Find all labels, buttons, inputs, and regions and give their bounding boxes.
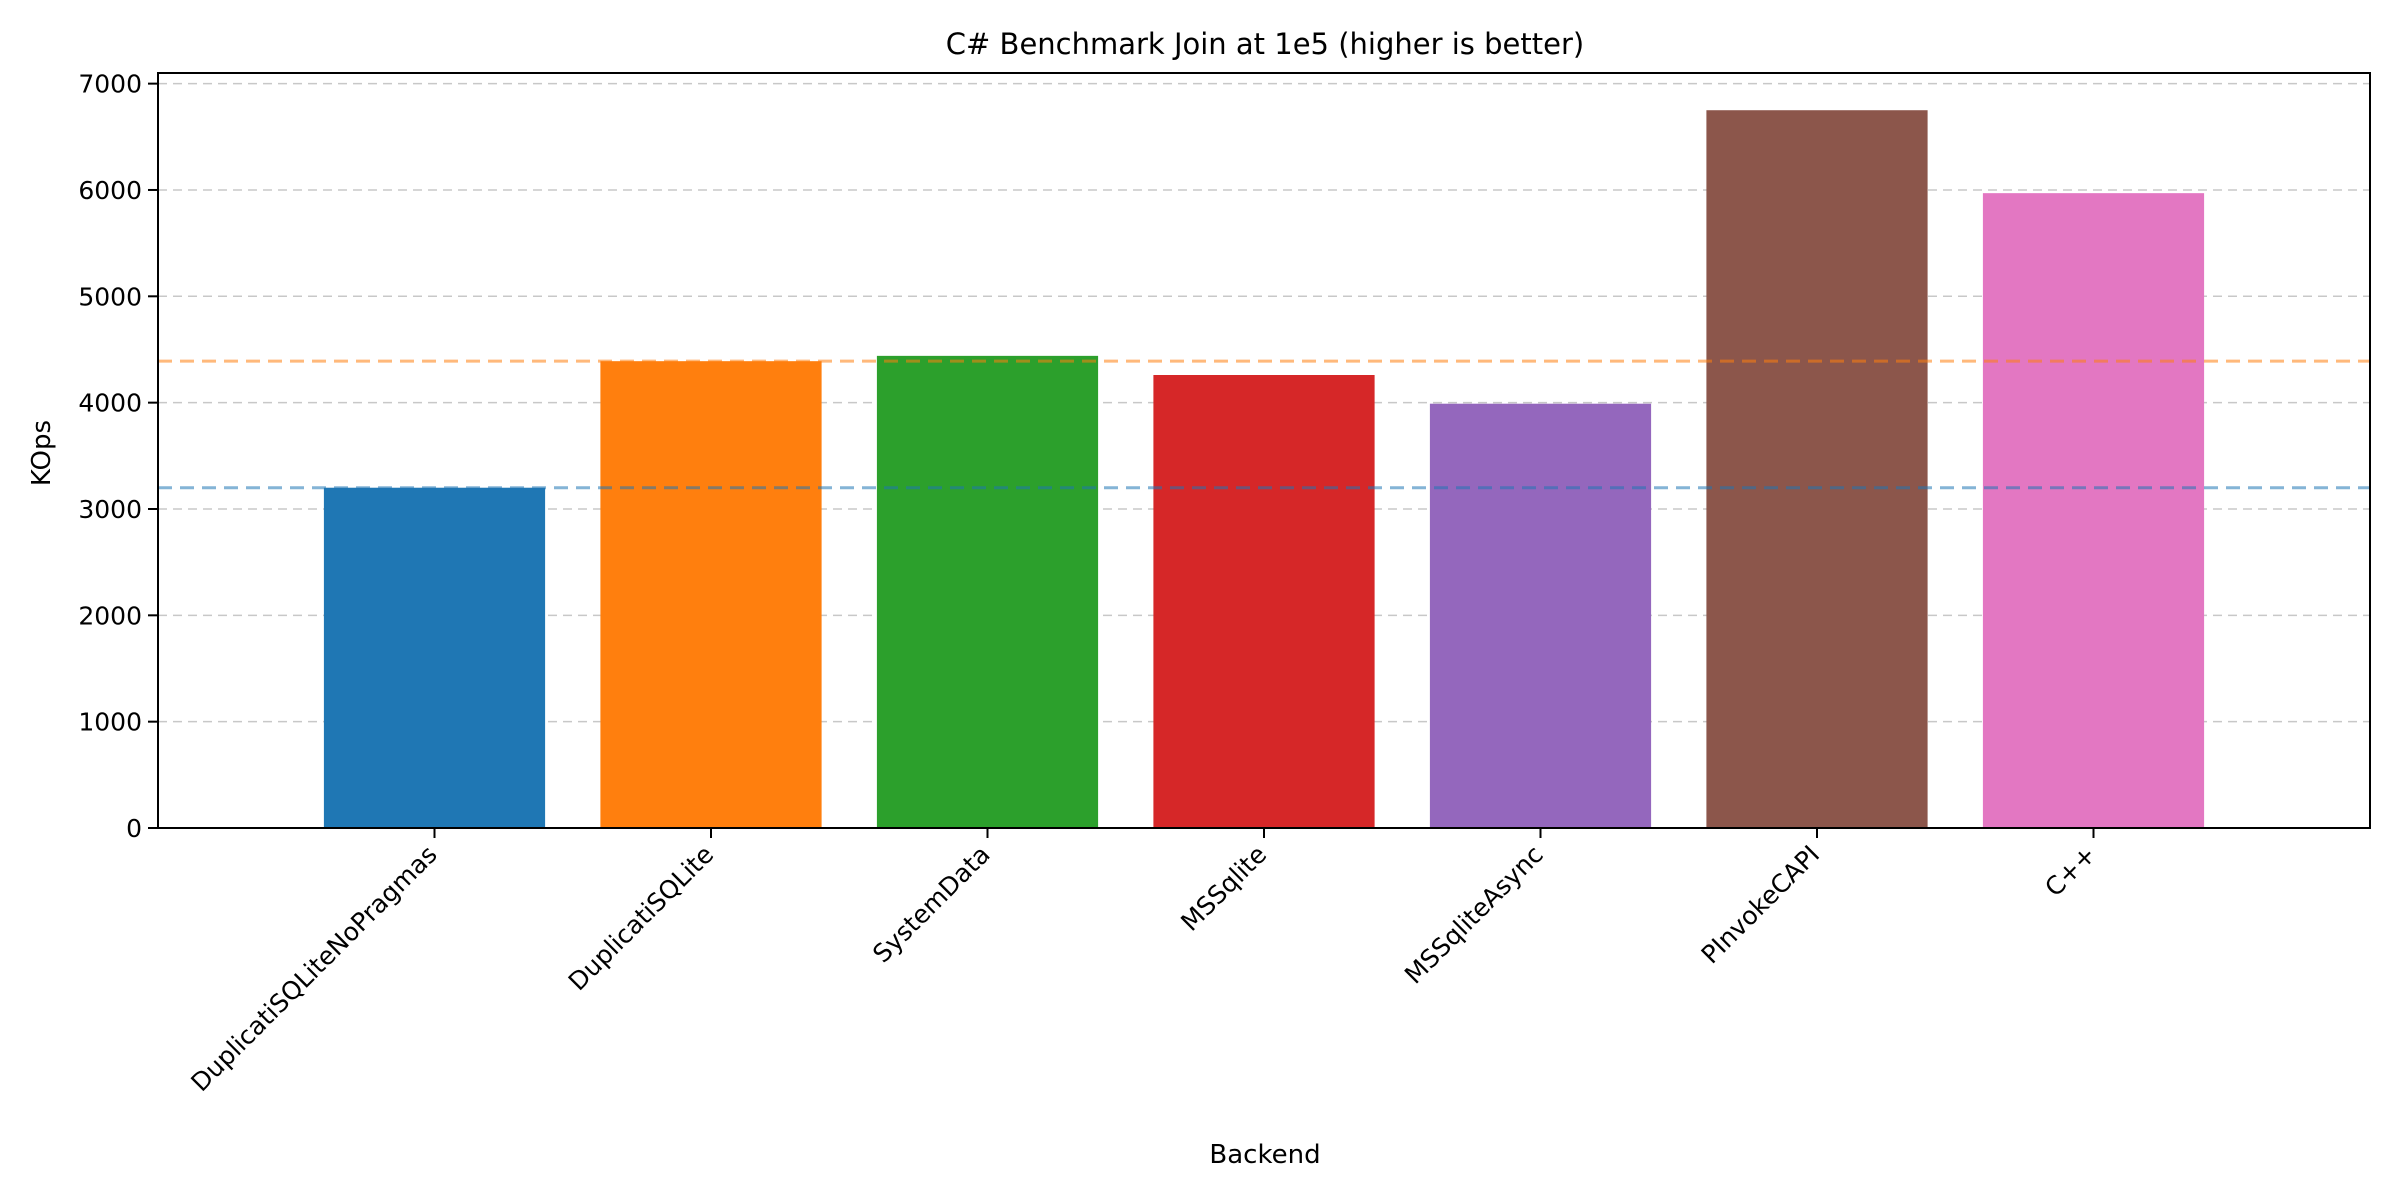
- y-tick-label: 1000: [78, 708, 142, 737]
- bar-mssqliteasync: [1429, 403, 1652, 828]
- x-axis-label: Backend: [1209, 1140, 1320, 1170]
- y-axis-label: KOps: [27, 420, 57, 486]
- y-tick-label: 0: [126, 814, 142, 843]
- bar-c-: [1982, 193, 2205, 828]
- bar-duplicatisqlitenopragmas: [323, 487, 546, 828]
- bar-duplicatisqlite: [600, 361, 822, 828]
- y-tick-label: 4000: [78, 389, 142, 418]
- bar-systemdata: [876, 355, 1099, 828]
- bar-mssqlite: [1153, 375, 1375, 828]
- y-tick-label: 6000: [78, 176, 142, 205]
- y-tick-label: 3000: [78, 495, 142, 524]
- bars: [323, 110, 2205, 828]
- y-tick-label: 7000: [78, 70, 142, 99]
- y-axis: 0 1000 2000 3000 4000 5000 6000 7000: [78, 70, 158, 843]
- reference-lines: [158, 359, 2370, 490]
- chart-title: C# Benchmark Join at 1e5 (higher is bett…: [946, 27, 1584, 61]
- y-tick-label: 5000: [78, 282, 142, 311]
- bar-pinvokecapi: [1706, 110, 1928, 828]
- y-tick-label: 2000: [78, 601, 142, 630]
